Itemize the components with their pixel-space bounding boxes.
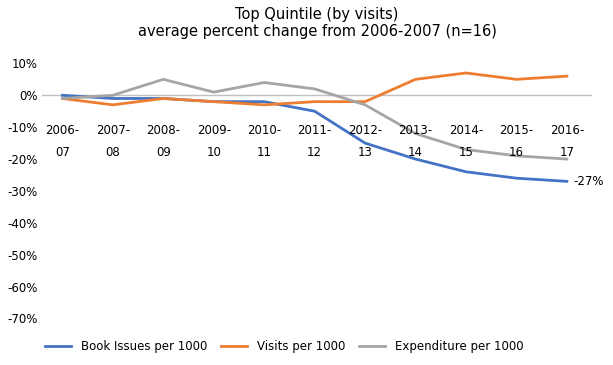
Text: 2013-: 2013- (398, 124, 433, 137)
Text: 15: 15 (459, 146, 473, 159)
Text: 07: 07 (55, 146, 70, 159)
Title: Top Quintile (by visits)
average percent change from 2006-2007 (n=16): Top Quintile (by visits) average percent… (138, 7, 497, 39)
Text: 2011-: 2011- (297, 124, 332, 137)
Text: 08: 08 (105, 146, 120, 159)
Text: 2010-: 2010- (247, 124, 281, 137)
Text: 17: 17 (560, 146, 574, 159)
Legend: Book Issues per 1000, Visits per 1000, Expenditure per 1000: Book Issues per 1000, Visits per 1000, E… (40, 335, 528, 358)
Text: -27%: -27% (573, 175, 603, 188)
Text: 10: 10 (207, 146, 221, 159)
Text: 14: 14 (408, 146, 423, 159)
Text: 13: 13 (357, 146, 373, 159)
Text: 16: 16 (509, 146, 524, 159)
Text: 2012-: 2012- (348, 124, 382, 137)
Text: 2008-: 2008- (147, 124, 180, 137)
Text: 11: 11 (257, 146, 272, 159)
Text: 2016-: 2016- (550, 124, 584, 137)
Text: 2009-: 2009- (197, 124, 230, 137)
Text: 2006-: 2006- (45, 124, 80, 137)
Text: 2015-: 2015- (500, 124, 533, 137)
Text: 12: 12 (307, 146, 322, 159)
Text: 2007-: 2007- (96, 124, 130, 137)
Text: 2014-: 2014- (449, 124, 483, 137)
Text: 09: 09 (156, 146, 170, 159)
